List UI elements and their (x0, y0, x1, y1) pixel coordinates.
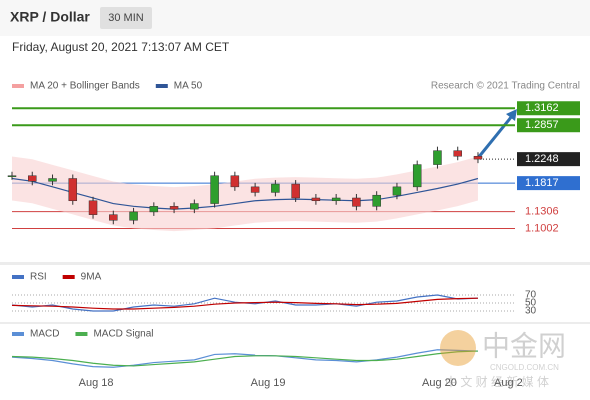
candle (210, 175, 219, 204)
level-badge (517, 152, 580, 167)
candle (473, 155, 483, 160)
y-tick-label: 70 (525, 290, 537, 301)
candle (149, 206, 159, 213)
interval: 30 MIN (108, 12, 144, 24)
y-tick-label: 50 (525, 298, 537, 309)
watermark-site: CNGOLD.COM.CN (490, 363, 559, 372)
date: Friday, August 20, 2021 7:13:07 AM CET (12, 40, 230, 54)
bollinger-band (12, 156, 478, 232)
legend-swatch (12, 84, 24, 88)
watermark-logo (440, 330, 476, 366)
level-label: 1.1306 (525, 205, 559, 217)
watermark-tagline: 中 文 财 经 新 媒 体 (445, 374, 549, 389)
y-tick-label: 30 (525, 306, 537, 317)
candle (230, 175, 240, 188)
rsi-panel (0, 265, 590, 322)
legend-label: MA 50 (174, 81, 203, 92)
candle (453, 150, 462, 157)
candle (291, 183, 300, 199)
level-badge (517, 176, 580, 191)
legend-swatch (155, 84, 168, 88)
candle (372, 194, 381, 207)
series-line (11, 349, 478, 368)
candle (28, 175, 37, 182)
candle (271, 183, 280, 193)
level-badge (517, 101, 580, 116)
series-line (11, 297, 478, 310)
candle (7, 175, 17, 177)
x-tick-label: Aug 2 (494, 377, 523, 389)
level-label: 1.1817 (525, 177, 559, 189)
arrow-head (506, 109, 517, 121)
legend-label: 9MA (81, 272, 102, 283)
credit: Research © 2021 Trading Central (431, 81, 580, 92)
candle (48, 178, 57, 182)
main-panel (0, 36, 590, 262)
candle (433, 150, 442, 165)
legend-label: MA 20 + Bollinger Bands (30, 81, 140, 92)
candle (311, 197, 321, 202)
title: XRP / Dollar (10, 9, 90, 25)
level-badge (517, 118, 580, 133)
candle (169, 206, 179, 210)
interval-badge[interactable] (100, 7, 152, 29)
forecast-arrow (476, 115, 514, 159)
legend-label: RSI (30, 272, 47, 283)
x-tick-label: Aug 19 (251, 377, 286, 389)
level-label: 1.3162 (525, 102, 559, 114)
level-label: 1.1002 (525, 222, 559, 234)
candle (412, 164, 422, 188)
candle (250, 186, 260, 193)
candle (109, 214, 118, 221)
series-line (11, 350, 478, 367)
watermark-name: 中金网 (482, 330, 566, 361)
candle (352, 197, 361, 207)
legend-swatch (75, 332, 88, 336)
legend-swatch (12, 275, 24, 279)
candle (392, 186, 402, 196)
header-bar (0, 0, 590, 36)
watermark: 中金网 CNGOLD.COM.CN 中 文 财 经 新 媒 体 (440, 330, 566, 389)
x-tick-label: Aug 18 (79, 377, 114, 389)
candle (88, 200, 98, 215)
candle (190, 203, 199, 210)
candle (129, 211, 138, 221)
candle (331, 197, 341, 202)
series-line (11, 177, 479, 210)
level-label: 1.2857 (525, 119, 559, 131)
macd-panel (0, 324, 590, 400)
legend-label: MACD (30, 329, 59, 340)
legend-swatch (62, 275, 75, 279)
candle (68, 178, 78, 202)
level-label: 1.2248 (525, 153, 559, 165)
legend-label: MACD Signal (93, 329, 153, 340)
legend-swatch (12, 332, 24, 336)
x-tick-label: Aug 20 (422, 377, 457, 389)
